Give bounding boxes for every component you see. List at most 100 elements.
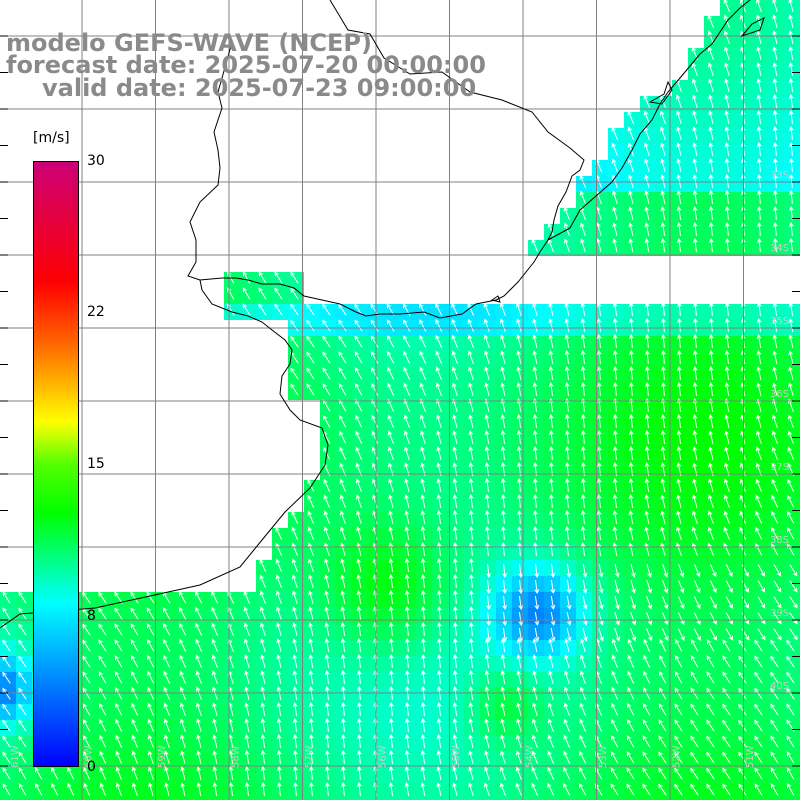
wind-arrow	[404, 399, 410, 412]
wind-arrow-head	[292, 734, 298, 739]
wind-arrow	[678, 367, 681, 381]
wind-arrow	[662, 366, 665, 381]
wind-arrow-head	[212, 734, 217, 740]
wind-arrow	[485, 719, 490, 733]
wind-arrow-head	[2, 687, 7, 693]
wind-arrow	[275, 543, 283, 556]
wind-arrow	[771, 527, 779, 540]
wind-arrow-head	[420, 446, 425, 452]
wind-arrow	[532, 735, 538, 748]
wind-arrow	[710, 191, 714, 205]
wind-arrow-head	[744, 571, 749, 577]
wind-arrow-head	[212, 750, 218, 756]
wind-arrow-head	[484, 718, 489, 724]
wind-arrow-head	[770, 719, 775, 725]
wind-arrow-head	[195, 607, 200, 612]
wind-arrow-head	[628, 494, 634, 500]
wind-arrow	[614, 447, 617, 461]
wind-arrow-head	[756, 110, 762, 116]
wind-arrow-head	[421, 670, 426, 675]
wind-arrow	[294, 735, 297, 749]
wind-arrow	[487, 563, 490, 578]
wind-arrow-head	[548, 542, 554, 547]
wind-arrow	[115, 719, 123, 732]
wind-arrow	[598, 527, 602, 541]
wind-arrow	[342, 702, 345, 717]
wind-arrow-head	[611, 142, 617, 148]
wind-arrow	[758, 303, 762, 317]
wind-arrow-head	[612, 542, 618, 548]
wind-arrow-head	[756, 430, 761, 436]
wind-arrow-head	[563, 238, 569, 244]
wind-arrow-head	[468, 766, 473, 772]
wind-arrow-head	[580, 366, 586, 371]
wind-arrow-head	[547, 702, 553, 708]
wind-arrow-head	[679, 572, 685, 578]
wind-arrow-head	[325, 734, 330, 739]
wind-arrow	[274, 288, 283, 300]
wind-arrow	[469, 703, 474, 717]
wind-arrow-head	[676, 222, 682, 228]
wind-arrow-head	[484, 638, 490, 643]
wind-arrow	[390, 686, 393, 701]
wind-arrow	[726, 207, 729, 221]
wind-arrow-head	[598, 588, 604, 594]
wind-arrow	[630, 628, 636, 641]
wind-arrow-head	[389, 654, 394, 659]
wind-arrow-head	[724, 78, 729, 84]
wind-arrow-head	[306, 367, 311, 373]
wind-arrow-head	[690, 751, 695, 757]
wind-arrow-head	[645, 334, 650, 339]
wind-arrow-head	[708, 414, 714, 420]
wind-arrow	[677, 159, 682, 173]
wind-arrow-head	[644, 478, 650, 484]
wind-arrow	[789, 612, 798, 624]
wind-arrow-head	[405, 670, 410, 675]
wind-arrow-head	[131, 655, 136, 661]
wind-arrow-head	[755, 494, 760, 500]
wind-arrow	[451, 319, 459, 332]
wind-arrow-head	[421, 606, 426, 611]
wind-arrow	[612, 143, 618, 156]
wind-arrow	[180, 687, 186, 700]
wind-arrow-head	[452, 510, 458, 516]
wind-arrow-head	[357, 734, 362, 739]
wind-arrow	[548, 239, 554, 252]
wind-arrow	[420, 431, 426, 444]
wind-arrow-head	[211, 670, 217, 676]
wind-arrow	[438, 703, 442, 717]
wind-arrow	[646, 447, 650, 461]
wind-arrow	[148, 767, 154, 780]
wind-arrow	[306, 304, 315, 316]
wind-arrow	[277, 703, 282, 717]
wind-arrow-head	[162, 591, 168, 597]
wind-arrow	[692, 543, 698, 556]
wind-arrow-head	[550, 636, 556, 642]
wind-arrow	[260, 623, 266, 636]
wind-arrow-head	[712, 619, 717, 625]
wind-arrow	[83, 735, 91, 748]
wind-arrow-head	[786, 687, 791, 693]
wind-arrow-head	[436, 430, 441, 436]
wind-arrow	[357, 527, 362, 540]
longitude-label: 53W	[598, 745, 609, 768]
wind-arrow	[722, 656, 731, 668]
wind-arrow	[371, 351, 379, 364]
wind-arrow	[454, 687, 458, 701]
wind-arrow	[132, 751, 138, 764]
wind-arrow-head	[739, 494, 745, 500]
wind-arrow	[325, 639, 330, 653]
wind-arrow	[614, 414, 617, 429]
wind-arrow-head	[648, 636, 653, 642]
wind-arrow	[438, 559, 441, 573]
wind-arrow-head	[611, 703, 616, 708]
wind-arrow	[582, 335, 586, 349]
wind-arrow	[18, 720, 27, 732]
wind-arrow	[645, 479, 650, 493]
wind-arrow-head	[626, 751, 632, 757]
wind-arrow-head	[420, 462, 425, 468]
wind-arrow-head	[308, 606, 313, 612]
wind-arrow	[595, 719, 603, 732]
wind-arrow	[676, 527, 682, 540]
wind-arrow	[611, 127, 619, 140]
